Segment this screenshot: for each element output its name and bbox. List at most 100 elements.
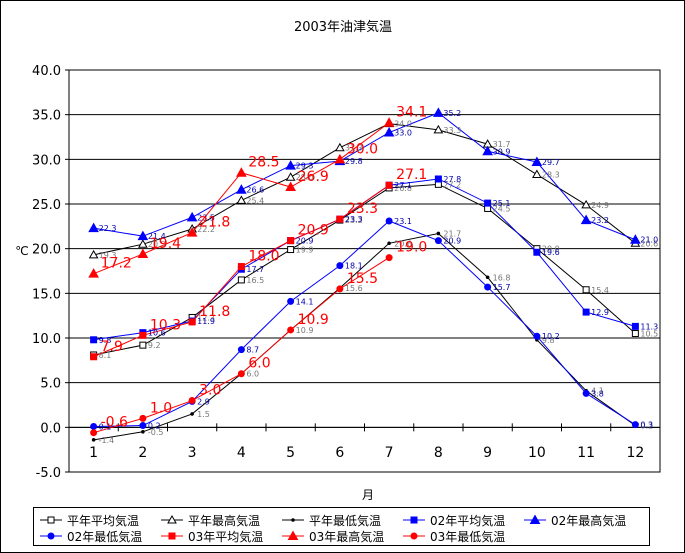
data-label: 24.9 (591, 201, 609, 210)
point (141, 430, 145, 434)
x-tick-label: 4 (237, 445, 246, 461)
series-line (93, 232, 636, 441)
point (236, 184, 247, 194)
point (533, 248, 541, 256)
data-label: 19.4 (150, 236, 181, 252)
data-label: 28.3 (542, 171, 560, 180)
point (167, 514, 177, 524)
data-label: 8.7 (246, 346, 259, 355)
data-label: 23.2 (591, 216, 609, 225)
point (581, 199, 591, 209)
legend-label: 02年最低気温 (67, 529, 142, 544)
data-label: 10.6 (148, 329, 166, 338)
data-label: 14.1 (296, 297, 314, 306)
point (533, 332, 541, 340)
data-label: 10.5 (640, 330, 658, 339)
point (188, 397, 196, 405)
data-label: 25.4 (246, 196, 264, 205)
point (410, 516, 418, 524)
series-line (93, 112, 636, 241)
point (336, 285, 344, 293)
y-axis-label: ℃ (15, 244, 28, 258)
legend-label: 03年最高気温 (309, 529, 384, 544)
data-label: 27.1 (394, 181, 412, 190)
data-label: 11.3 (640, 322, 658, 331)
point (168, 532, 176, 540)
data-label: 23.2 (345, 216, 363, 225)
x-tick-label: 7 (385, 445, 394, 461)
point (531, 156, 543, 167)
data-label: 23.1 (394, 217, 412, 226)
y-tick-label: 10.0 (32, 332, 61, 347)
point (287, 530, 299, 540)
point (47, 532, 55, 540)
data-label: 29.7 (542, 158, 560, 167)
y-tick-label: 25.0 (32, 198, 61, 213)
data-label: 21.4 (148, 232, 166, 241)
data-label: 1.5 (197, 410, 210, 419)
legend-label: 02年平均気温 (430, 513, 505, 528)
data-label: 20.9 (298, 223, 329, 239)
data-label: 19.6 (542, 248, 560, 257)
series-layer (88, 107, 641, 442)
point (334, 153, 346, 164)
point (88, 268, 99, 278)
data-label: 18.0 (248, 249, 279, 265)
data-label: 28.0 (296, 173, 314, 182)
data-label: 20.9 (443, 237, 461, 246)
data-label: 9.8 (99, 336, 112, 345)
y-tick-label: 40.0 (32, 64, 61, 79)
data-label: 30.0 (347, 141, 378, 157)
y-tick-label: 30.0 (32, 153, 61, 168)
point (485, 275, 490, 280)
data-label: 6.0 (246, 370, 259, 379)
data-label: 33.3 (443, 126, 461, 135)
data-label: 12.9 (591, 308, 609, 317)
point (90, 429, 98, 437)
y-tick-label: 5.0 (40, 377, 61, 392)
data-label: 22.3 (99, 224, 117, 233)
point (285, 181, 296, 192)
data-label: 31.7 (493, 140, 511, 149)
data-label: 20.6 (394, 239, 412, 248)
data-label: 18.1 (345, 262, 363, 271)
data-label: 16.8 (493, 273, 511, 282)
data-label: 11.9 (197, 317, 215, 326)
point (88, 222, 99, 233)
point (47, 516, 55, 524)
data-label: 27.2 (443, 180, 461, 189)
point (137, 230, 149, 241)
data-label: 7.9 (101, 339, 123, 355)
data-label: 19.9 (296, 246, 314, 255)
point (291, 518, 295, 522)
point (285, 172, 296, 181)
data-label: 11.8 (199, 304, 230, 320)
data-label: 12.3 (197, 313, 215, 322)
point (287, 237, 295, 245)
point (139, 331, 147, 339)
point (433, 107, 444, 117)
data-label: 23.3 (347, 201, 378, 217)
legend-label: 平年最低気温 (309, 513, 381, 528)
x-tick-label: 5 (286, 445, 295, 461)
point (434, 237, 442, 245)
point (91, 438, 96, 442)
point (434, 175, 442, 183)
legend-label: 03年平均気温 (188, 529, 263, 544)
legend-label: 平年最高気温 (188, 513, 260, 528)
point (335, 142, 345, 152)
legend (33, 507, 650, 546)
point (237, 370, 245, 378)
point (484, 283, 492, 291)
data-label: 21.7 (443, 229, 461, 238)
series-line (93, 183, 636, 356)
point (90, 353, 98, 361)
data-label: 10.9 (298, 312, 329, 328)
data-label: 15.4 (591, 286, 609, 295)
data-label: 9.8 (542, 336, 555, 345)
point (484, 199, 492, 207)
point (287, 326, 295, 334)
data-label: 26.9 (298, 169, 329, 185)
series-line (93, 123, 636, 256)
x-tick-label: 8 (434, 445, 443, 461)
